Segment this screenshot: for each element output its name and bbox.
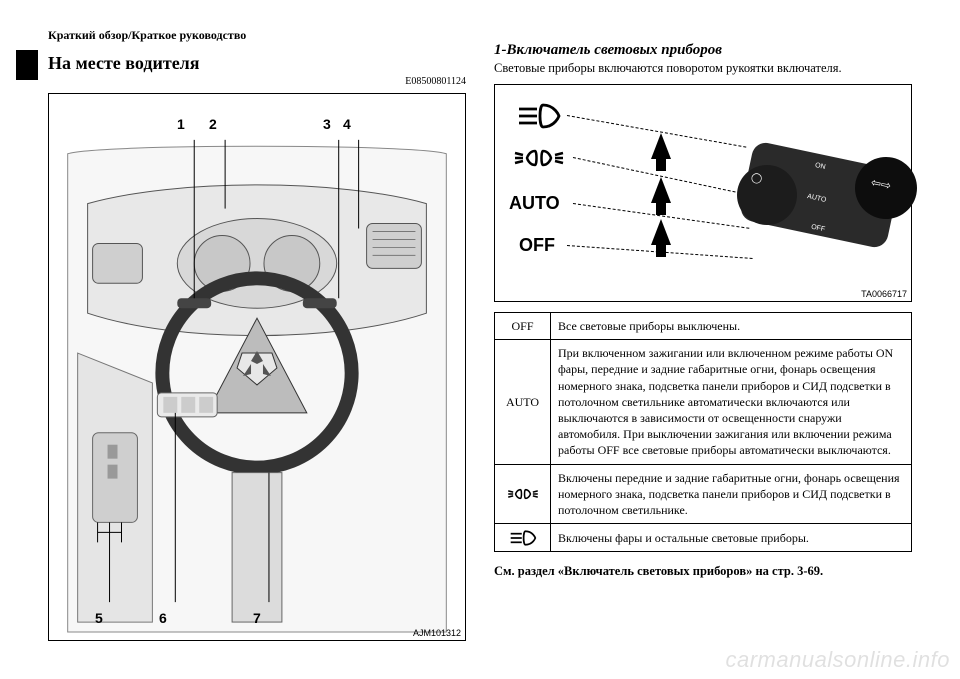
table-desc: При включенном зажигании или включенном … <box>551 340 912 464</box>
table-key-park-icon <box>495 464 551 524</box>
watermark: carmanualsonline.info <box>725 647 950 673</box>
headlight-icon <box>508 530 538 546</box>
high-beam-icon <box>517 103 561 129</box>
stalk-ring <box>737 165 797 225</box>
table-desc: Включены фары и остальные световые прибо… <box>551 524 912 552</box>
table-desc: Все световые приборы выключены. <box>551 313 912 340</box>
figure-id-left: AJM101312 <box>413 628 461 638</box>
arrow-stem <box>656 157 666 171</box>
right-column: 1-Включатель световых приборов Световые … <box>494 28 912 659</box>
light-switch-table: OFF Все световые приборы выключены. AUTO… <box>494 312 912 552</box>
stalk-collar-icon: ◯ <box>751 173 762 184</box>
callout-7: 7 <box>253 610 261 626</box>
see-also: См. раздел «Включатель световых приборов… <box>494 564 912 579</box>
left-doc-id: E08500801124 <box>48 76 466 87</box>
page-columns: Краткий обзор/Краткое руководство На мес… <box>48 28 912 659</box>
table-key-off: OFF <box>495 313 551 340</box>
driver-seat-illustration <box>49 94 465 640</box>
table-row: OFF Все световые приборы выключены. <box>495 313 912 340</box>
park-light-icon <box>506 486 540 502</box>
arrow-stem <box>656 201 666 215</box>
callout-4: 4 <box>343 116 351 132</box>
callout-2: 2 <box>209 116 217 132</box>
breadcrumb: Краткий обзор/Краткое руководство <box>48 28 466 43</box>
arrow-up-icon <box>651 219 671 245</box>
figure-light-switch: AUTO OFF ON AUTO OFF ⇦⇨ ◯ TA <box>494 84 912 302</box>
page-tab <box>16 50 38 80</box>
arrow-up-icon <box>651 133 671 159</box>
right-title: 1-Включатель световых приборов <box>494 42 912 59</box>
auto-label: AUTO <box>509 193 560 214</box>
table-row: Включены фары и остальные световые прибо… <box>495 524 912 552</box>
arrow-stem <box>656 243 666 257</box>
left-title: На месте водителя <box>48 53 466 74</box>
right-intro: Световые приборы включаются поворотом ру… <box>494 61 912 76</box>
table-row: Включены передние и задние габаритные ог… <box>495 464 912 524</box>
table-row: AUTO При включенном зажигании или включе… <box>495 340 912 464</box>
table-key-auto: AUTO <box>495 340 551 464</box>
table-key-head-icon <box>495 524 551 552</box>
arrow-up-icon <box>651 177 671 203</box>
off-label: OFF <box>519 235 555 256</box>
figure-id-right: TA0066717 <box>861 289 907 299</box>
callout-5: 5 <box>95 610 103 626</box>
figure-driver-seat: 1 2 3 4 5 6 7 AJM101312 <box>48 93 466 641</box>
left-column: Краткий обзор/Краткое руководство На мес… <box>48 28 466 659</box>
callout-3: 3 <box>323 116 331 132</box>
park-light-icon <box>513 145 565 171</box>
callout-1: 1 <box>177 116 185 132</box>
callout-6: 6 <box>159 610 167 626</box>
table-desc: Включены передние и задние габаритные ог… <box>551 464 912 524</box>
